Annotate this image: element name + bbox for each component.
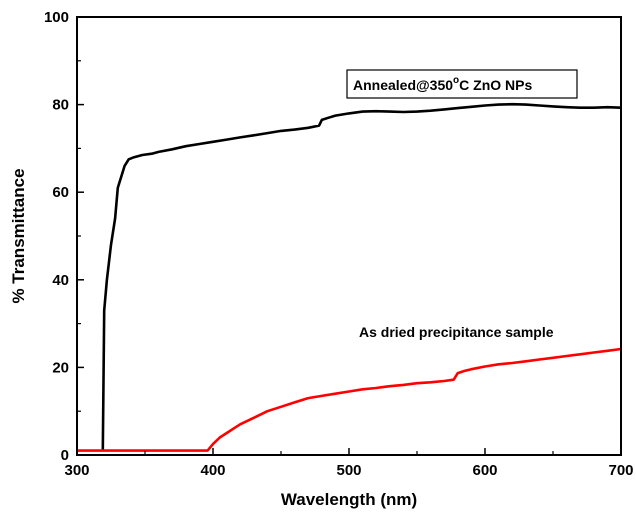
x-tick-label: 500 bbox=[336, 462, 361, 479]
axis-ticks bbox=[76, 16, 622, 456]
dried-annotation-label: As dried precipitance sample bbox=[359, 324, 554, 340]
x-tick-label: 700 bbox=[608, 462, 633, 479]
annealed-annotation-label: Annealed@350oC ZnO NPs bbox=[353, 75, 532, 93]
y-tick-label: 20 bbox=[52, 359, 69, 376]
annealed-annotation-tail: C ZnO NPs bbox=[459, 77, 532, 93]
plot-lines bbox=[77, 102, 622, 452]
x-tick-label: 300 bbox=[64, 462, 89, 479]
axis-tick-labels: 300 400 500 600 700 0 20 40 60 80 100 bbox=[44, 9, 634, 479]
annealed-annotation-main: Annealed@350 bbox=[353, 77, 453, 93]
y-axis-title: % Transmittance bbox=[9, 168, 28, 303]
y-tick-label: 100 bbox=[44, 9, 69, 26]
annealed-annotation-degree: o bbox=[453, 75, 459, 86]
annealed-series-line bbox=[101, 102, 622, 451]
y-tick-label: 40 bbox=[52, 272, 69, 289]
y-tick-label: 60 bbox=[52, 184, 69, 201]
annealed-annotation: Annealed@350oC ZnO NPs bbox=[346, 69, 578, 99]
annealed-annotation-box bbox=[346, 69, 578, 99]
y-tick-label: 0 bbox=[61, 447, 69, 464]
x-axis-title: Wavelength (nm) bbox=[281, 490, 417, 509]
dried-series-line bbox=[77, 347, 622, 452]
x-tick-label: 400 bbox=[200, 462, 225, 479]
y-tick-label: 80 bbox=[52, 97, 69, 114]
x-tick-label: 600 bbox=[472, 462, 497, 479]
